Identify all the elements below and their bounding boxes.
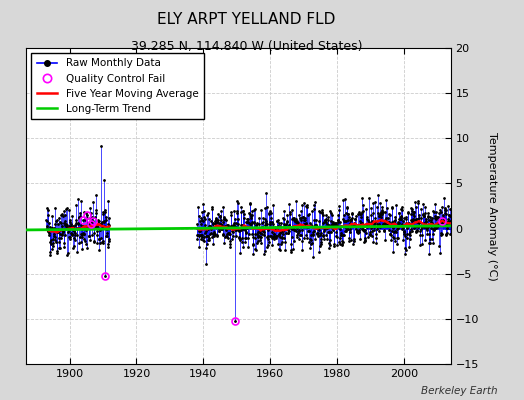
Text: Berkeley Earth: Berkeley Earth xyxy=(421,386,498,396)
Text: ELY ARPT YELLAND FLD: ELY ARPT YELLAND FLD xyxy=(157,12,335,27)
Legend: Raw Monthly Data, Quality Control Fail, Five Year Moving Average, Long-Term Tren: Raw Monthly Data, Quality Control Fail, … xyxy=(31,53,204,119)
Text: 39.285 N, 114.840 W (United States): 39.285 N, 114.840 W (United States) xyxy=(130,40,362,53)
Y-axis label: Temperature Anomaly (°C): Temperature Anomaly (°C) xyxy=(487,132,497,280)
